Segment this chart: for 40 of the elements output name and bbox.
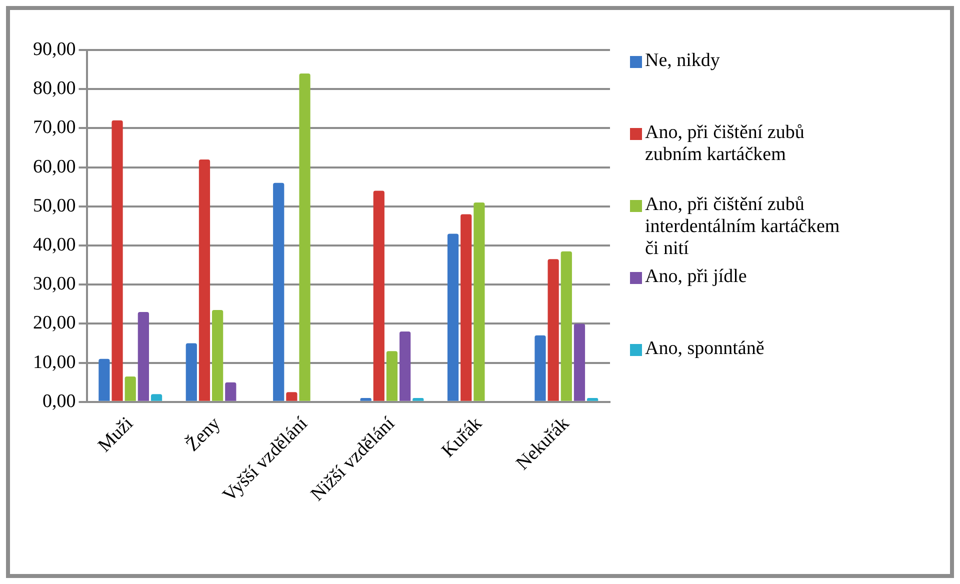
bar	[225, 382, 236, 401]
bar	[273, 182, 284, 401]
legend-label: Ano, při čištění zubů zubním kartáčkem	[645, 122, 806, 166]
bar	[474, 202, 485, 401]
y-tick-label: 0,00	[42, 390, 76, 412]
bar	[460, 214, 472, 401]
bar	[373, 190, 384, 401]
bar	[299, 73, 310, 401]
bar	[138, 312, 149, 401]
y-tick-label: 40,00	[33, 234, 76, 256]
y-tick-label: 80,00	[33, 78, 76, 100]
bar	[186, 343, 197, 401]
legend-label: Ano, při čištění zubů interdentálním kartáčkem či nití	[645, 194, 841, 260]
bar	[412, 398, 424, 401]
bar	[112, 120, 123, 401]
legend-label: Ne, nikdy	[645, 50, 720, 72]
bar	[574, 324, 586, 401]
y-tick-label: 50,00	[33, 195, 76, 216]
bar	[400, 332, 411, 401]
bar	[286, 392, 298, 401]
legend-label: Ano, sponntáně	[645, 338, 764, 360]
bar	[150, 394, 162, 401]
bar	[98, 358, 110, 401]
bar	[212, 310, 224, 401]
legend-label: Ano, při jídle	[645, 266, 747, 288]
y-tick-label: 60,00	[33, 156, 76, 178]
y-tick-label: 30,00	[33, 274, 76, 295]
bar	[560, 251, 572, 401]
bar	[124, 376, 136, 401]
y-tick-label: 10,00	[33, 352, 76, 373]
bar	[534, 335, 546, 401]
y-tick-label: 20,00	[33, 312, 76, 334]
bar	[386, 351, 398, 401]
y-tick-label: 90,00	[33, 38, 76, 60]
bar	[548, 259, 559, 401]
bar	[198, 159, 210, 401]
bar	[447, 234, 459, 401]
bar	[360, 398, 372, 401]
y-tick-label: 70,00	[33, 117, 76, 138]
bar	[587, 398, 598, 401]
